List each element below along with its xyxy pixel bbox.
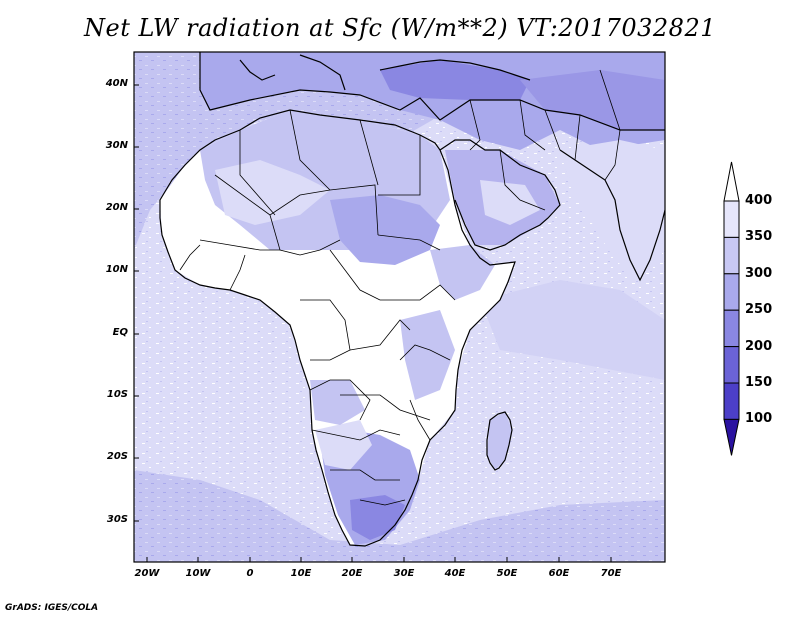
colorbar-label: 200 — [745, 338, 773, 354]
lon-label: 40E — [444, 568, 466, 579]
coastlines — [159, 52, 665, 547]
colorbar-label: 400 — [745, 193, 773, 208]
colorbar — [723, 161, 740, 456]
colorbar-segment — [723, 273, 740, 311]
map-title: Net LW radiation at Sfc (W/m**2) VT:2017… — [84, 14, 716, 42]
colorbar-label: 100 — [745, 411, 773, 427]
grads-credit: GrADS: IGES/COLA — [5, 603, 99, 613]
colorbar-label: 150 — [745, 375, 773, 390]
lat-label: 10N — [105, 264, 128, 275]
colorbar-segment — [723, 200, 740, 238]
lon-label: 10E — [290, 568, 312, 579]
lon-label: 30E — [393, 568, 415, 579]
lon-label: 0 — [246, 568, 254, 579]
colorbar-segment — [723, 346, 740, 384]
lon-label: 20W — [134, 568, 160, 579]
colorbar-segment — [723, 309, 740, 348]
colorbar-top-arrow — [723, 161, 740, 202]
lat-label: 20N — [105, 202, 128, 213]
colorbar-bottom-arrow — [723, 418, 740, 456]
colorbar-label: 300 — [745, 265, 773, 281]
lat-label: 30S — [106, 514, 128, 525]
lat-label: EQ — [112, 327, 128, 338]
field-shading — [134, 52, 665, 562]
lon-label: 50E — [496, 568, 518, 579]
colorbar-segment — [723, 382, 740, 420]
lon-label: 70E — [600, 568, 622, 579]
country-borders — [179, 69, 621, 506]
colorbar-segment — [723, 236, 740, 275]
map-frame — [133, 51, 666, 563]
colorbar-label: 350 — [745, 229, 773, 245]
lat-label: 10S — [106, 389, 128, 400]
lat-label: 20S — [106, 451, 128, 462]
colorbar-label: 250 — [745, 302, 773, 318]
lat-label: 40N — [105, 78, 128, 89]
lon-label: 60E — [548, 568, 570, 579]
axis-ticks — [134, 84, 612, 562]
lon-label: 10W — [185, 568, 211, 579]
lon-label: 20E — [341, 568, 363, 579]
lat-label: 30N — [105, 140, 128, 151]
